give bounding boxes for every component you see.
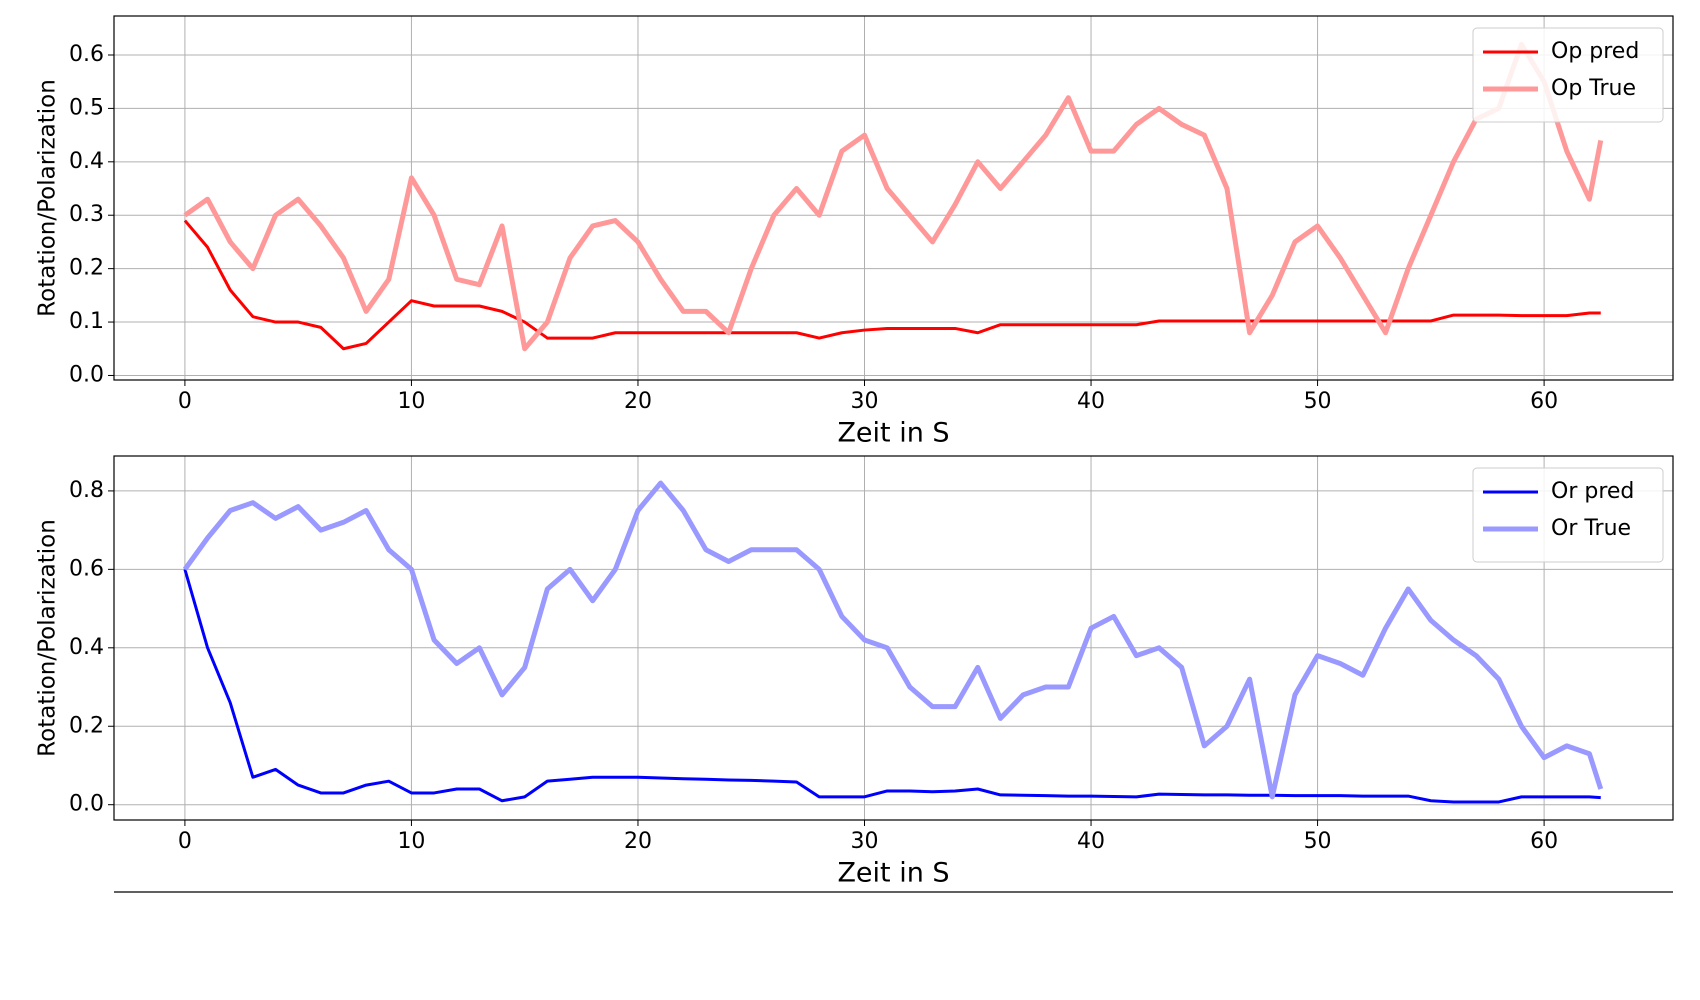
legend-label: Op pred bbox=[1551, 39, 1639, 64]
y-tick-label: 0.2 bbox=[69, 256, 104, 281]
legend-label: Op True bbox=[1551, 76, 1636, 101]
x-tick-label: 0 bbox=[178, 829, 192, 854]
y-tick-label: 0.2 bbox=[69, 713, 104, 738]
y-tick-label: 0.0 bbox=[69, 362, 104, 387]
plot-frame bbox=[113, 15, 1674, 381]
x-axis-label: Zeit in S bbox=[837, 418, 949, 449]
x-tick-label: 20 bbox=[624, 389, 652, 414]
x-tick-label: 60 bbox=[1530, 829, 1558, 854]
x-tick-label: 10 bbox=[397, 829, 425, 854]
x-tick-label: 40 bbox=[1077, 389, 1105, 414]
x-tick-label: 10 bbox=[397, 389, 425, 414]
data-line bbox=[182, 480, 1604, 800]
y-tick-label: 0.4 bbox=[69, 149, 104, 174]
data-line bbox=[183, 219, 1601, 351]
y-axis-label: Rotation/Polarization bbox=[35, 79, 61, 317]
x-tick-label: 20 bbox=[624, 829, 652, 854]
legend-label: Or True bbox=[1551, 516, 1631, 541]
y-tick-label: 0.3 bbox=[69, 202, 104, 227]
x-tick-label: 50 bbox=[1304, 829, 1332, 854]
x-tick-label: 30 bbox=[851, 389, 879, 414]
x-tick-label: 30 bbox=[851, 829, 879, 854]
y-tick-label: 0.8 bbox=[69, 478, 104, 503]
legend-label: Or pred bbox=[1551, 479, 1634, 504]
y-tick-label: 0.0 bbox=[69, 792, 104, 817]
y-tick-label: 0.1 bbox=[69, 309, 104, 334]
y-tick-label: 0.6 bbox=[69, 556, 104, 581]
data-line bbox=[183, 41, 1604, 352]
x-tick-label: 60 bbox=[1530, 389, 1558, 414]
x-tick-label: 0 bbox=[178, 389, 192, 414]
data-line bbox=[183, 568, 1601, 804]
y-tick-label: 0.5 bbox=[69, 95, 104, 120]
x-tick-label: 50 bbox=[1304, 389, 1332, 414]
x-axis-label: Zeit in S bbox=[837, 858, 949, 889]
y-tick-label: 0.4 bbox=[69, 635, 104, 660]
plot-frame bbox=[113, 455, 1674, 821]
y-tick-label: 0.6 bbox=[69, 42, 104, 67]
y-axis-label: Rotation/Polarization bbox=[35, 519, 61, 757]
x-tick-label: 40 bbox=[1077, 829, 1105, 854]
